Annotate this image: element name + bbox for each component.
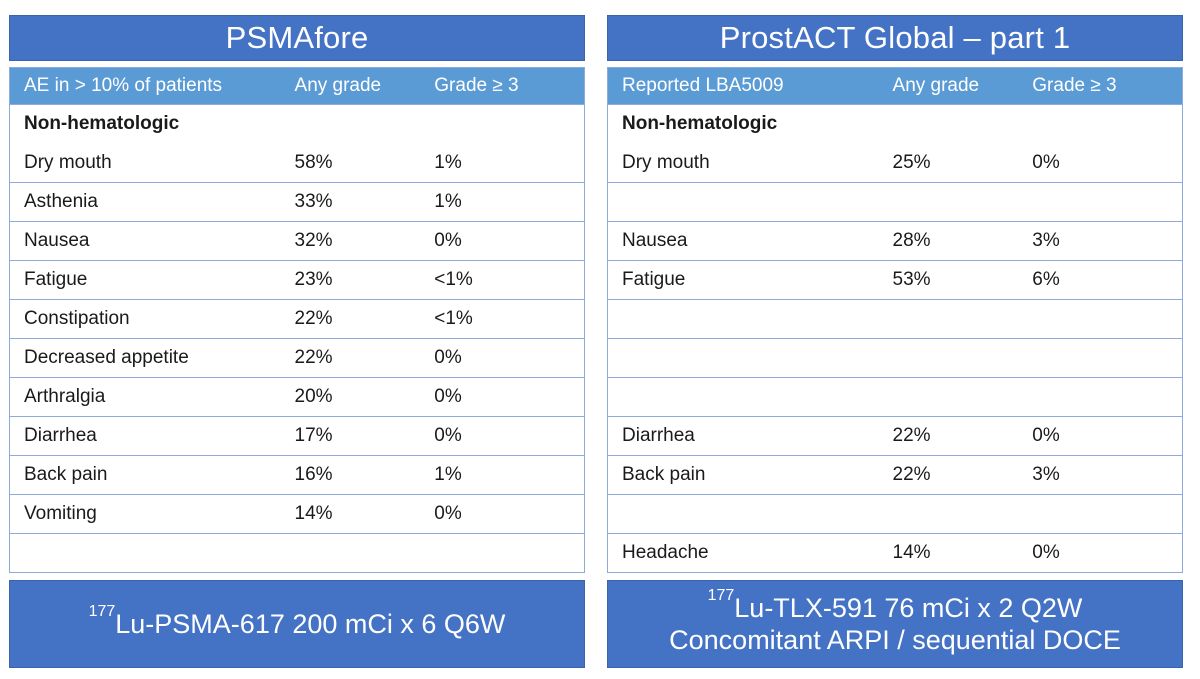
ae-name-cell: Constipation	[24, 308, 130, 329]
table-row: Dry mouth 25% 0%	[608, 143, 1182, 182]
table-row: Arthralgia 20% 0%	[10, 377, 584, 416]
table-row: Headache 14% 0%	[608, 533, 1182, 572]
table-row	[10, 533, 584, 572]
column-header-grade-3: Grade ≥ 3	[1032, 75, 1117, 96]
grade-3-cell: 6%	[1032, 269, 1060, 290]
ae-name-cell: Asthenia	[24, 191, 98, 212]
psmafore-panel: PSMAfore AE in > 10% of patients Any gra…	[9, 15, 585, 573]
ae-name-cell: Fatigue	[622, 269, 686, 290]
column-header-ae: AE in > 10% of patients	[24, 75, 223, 96]
table-row: Constipation 22% <1%	[10, 299, 584, 338]
grade-3-cell: 0%	[1032, 151, 1060, 173]
table-row	[608, 377, 1182, 416]
regimen-text: Lu-TLX-591 76 mCi x 2 Q2W	[734, 592, 1083, 623]
panel-title: ProstACT Global – part 1	[607, 15, 1183, 61]
ae-name-cell: Back pain	[24, 464, 108, 485]
any-grade-cell: 14%	[294, 503, 333, 524]
any-grade-cell: 28%	[892, 230, 931, 251]
ae-name-cell: Nausea	[24, 230, 90, 251]
any-grade-cell: 22%	[294, 308, 333, 329]
isotope-mass-number: 177	[88, 602, 116, 620]
table-row: Nausea 32% 0%	[10, 221, 584, 260]
table-row: Fatigue 23% <1%	[10, 260, 584, 299]
isotope-mass-number: 177	[707, 586, 735, 604]
grade-3-cell: 0%	[434, 386, 462, 407]
regimen-line-1: 177Lu-PSMA-617 200 mCi x 6 Q6W	[89, 603, 506, 640]
table-row: Nausea 28% 3%	[608, 221, 1182, 260]
prostact-panel: ProstACT Global – part 1 Reported LBA500…	[607, 15, 1183, 573]
section-label: Non-hematologic	[622, 113, 778, 134]
ae-name-cell: Nausea	[622, 230, 688, 251]
any-grade-cell: 33%	[294, 191, 333, 212]
table-row: Diarrhea 22% 0%	[608, 416, 1182, 455]
section-label: Non-hematologic	[24, 113, 180, 134]
ae-name-cell: Fatigue	[24, 269, 88, 290]
panel-title: PSMAfore	[9, 15, 585, 61]
any-grade-cell: 16%	[294, 464, 333, 485]
grade-3-cell: 0%	[434, 503, 462, 524]
grade-3-cell: 1%	[434, 191, 462, 212]
any-grade-cell: 23%	[294, 269, 333, 290]
section-row: Non-hematologic	[10, 104, 584, 143]
psmafore-regimen-box: 177Lu-PSMA-617 200 mCi x 6 Q6W	[9, 580, 585, 668]
table-row: Back pain 22% 3%	[608, 455, 1182, 494]
ae-name-cell: Headache	[622, 542, 709, 563]
grade-3-cell: 0%	[434, 347, 462, 368]
adverse-events-table: AE in > 10% of patients Any grade Grade …	[9, 67, 585, 573]
grade-3-cell: 3%	[1032, 464, 1060, 485]
column-header-any-grade: Any grade	[294, 75, 382, 96]
regimen-line-2: Concomitant ARPI / sequential DOCE	[669, 625, 1121, 655]
any-grade-cell: 58%	[294, 151, 333, 173]
any-grade-cell: 53%	[892, 269, 931, 290]
ae-name-cell: Diarrhea	[622, 425, 695, 446]
grade-3-cell: <1%	[434, 269, 473, 290]
table-row	[608, 494, 1182, 533]
any-grade-cell: 14%	[892, 542, 931, 563]
ae-name-cell: Decreased appetite	[24, 347, 189, 368]
ae-name-cell: Diarrhea	[24, 425, 97, 446]
grade-3-cell: 0%	[434, 425, 462, 446]
section-row: Non-hematologic	[608, 104, 1182, 143]
grade-3-cell: 0%	[1032, 425, 1060, 446]
any-grade-cell: 22%	[294, 347, 333, 368]
adverse-events-table: Reported LBA5009 Any grade Grade ≥ 3 Non…	[607, 67, 1183, 573]
any-grade-cell: 22%	[892, 425, 931, 446]
table-row: Back pain 16% 1%	[10, 455, 584, 494]
grade-3-cell: 1%	[434, 151, 462, 173]
prostact-regimen-box: 177Lu-TLX-591 76 mCi x 2 Q2W Concomitant…	[607, 580, 1183, 668]
grade-3-cell: 1%	[434, 464, 462, 485]
column-header-any-grade: Any grade	[892, 75, 980, 96]
any-grade-cell: 22%	[892, 464, 931, 485]
table-row	[608, 182, 1182, 221]
any-grade-cell: 17%	[294, 425, 333, 446]
table-row: Fatigue 53% 6%	[608, 260, 1182, 299]
grade-3-cell: 3%	[1032, 230, 1060, 251]
table-row: Decreased appetite 22% 0%	[10, 338, 584, 377]
ae-name-cell: Dry mouth	[24, 151, 112, 173]
ae-name-cell: Dry mouth	[622, 151, 710, 173]
column-header-reported: Reported LBA5009	[622, 75, 784, 96]
regimen-text: Lu-PSMA-617 200 mCi x 6 Q6W	[115, 608, 506, 639]
grade-3-cell: 0%	[434, 230, 462, 251]
grade-3-cell: 0%	[1032, 542, 1060, 563]
table-row	[608, 299, 1182, 338]
table-row	[608, 338, 1182, 377]
any-grade-cell: 20%	[294, 386, 333, 407]
table-row: Vomiting 14% 0%	[10, 494, 584, 533]
any-grade-cell: 32%	[294, 230, 333, 251]
table-header-row: Reported LBA5009 Any grade Grade ≥ 3	[608, 68, 1182, 104]
grade-3-cell: <1%	[434, 308, 473, 329]
table-row: Asthenia 33% 1%	[10, 182, 584, 221]
ae-name-cell: Back pain	[622, 464, 706, 485]
ae-name-cell: Vomiting	[24, 503, 97, 524]
table-row: Diarrhea 17% 0%	[10, 416, 584, 455]
table-header-row: AE in > 10% of patients Any grade Grade …	[10, 68, 584, 104]
any-grade-cell: 25%	[892, 151, 931, 173]
ae-name-cell: Arthralgia	[24, 386, 106, 407]
column-header-grade-3: Grade ≥ 3	[434, 75, 519, 96]
table-row: Dry mouth 58% 1%	[10, 143, 584, 182]
regimen-line-1: 177Lu-TLX-591 76 mCi x 2 Q2W	[708, 587, 1083, 624]
